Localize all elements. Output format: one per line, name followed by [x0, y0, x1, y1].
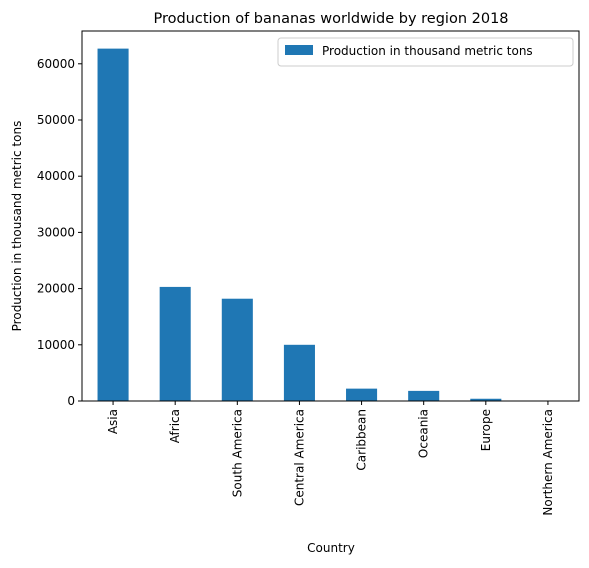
chart-title: Production of bananas worldwide by regio…	[153, 11, 508, 27]
x-tick-label: Northern America	[541, 409, 555, 516]
plot-frame	[82, 31, 579, 401]
x-tick-label: Africa	[168, 409, 182, 443]
x-tick-label: Europe	[479, 409, 493, 451]
x-tick-label: Asia	[106, 409, 120, 434]
y-tick-label: 40000	[37, 169, 75, 183]
bar-oceania	[408, 391, 439, 401]
bar-asia	[98, 49, 129, 401]
bars-group	[98, 49, 564, 401]
y-tick-label: 10000	[37, 338, 75, 352]
legend-label: Production in thousand metric tons	[322, 44, 533, 58]
y-tick-label: 0	[67, 394, 75, 408]
bar-africa	[160, 287, 191, 401]
x-tick-label: Caribbean	[355, 409, 369, 471]
y-axis: 0 10000 20000 30000 40000 50000 60000	[37, 57, 82, 408]
y-tick-label: 30000	[37, 225, 75, 239]
y-tick-label: 60000	[37, 57, 75, 71]
bar-south-america	[222, 299, 253, 401]
legend-swatch	[285, 45, 313, 55]
x-axis: Asia Africa South America Central America Ca…	[106, 401, 555, 516]
x-axis-label: Country	[307, 541, 355, 555]
y-tick-label: 20000	[37, 282, 75, 296]
bar-caribbean	[346, 389, 377, 401]
x-tick-label: Central America	[292, 409, 306, 506]
y-tick-label: 50000	[37, 113, 75, 127]
y-axis-label: Production in thousand metric tons	[10, 121, 24, 332]
legend: Production in thousand metric tons	[278, 38, 573, 66]
x-tick-label: Oceania	[417, 409, 431, 458]
bar-central-america	[284, 345, 315, 401]
x-tick-label: South America	[230, 409, 244, 497]
